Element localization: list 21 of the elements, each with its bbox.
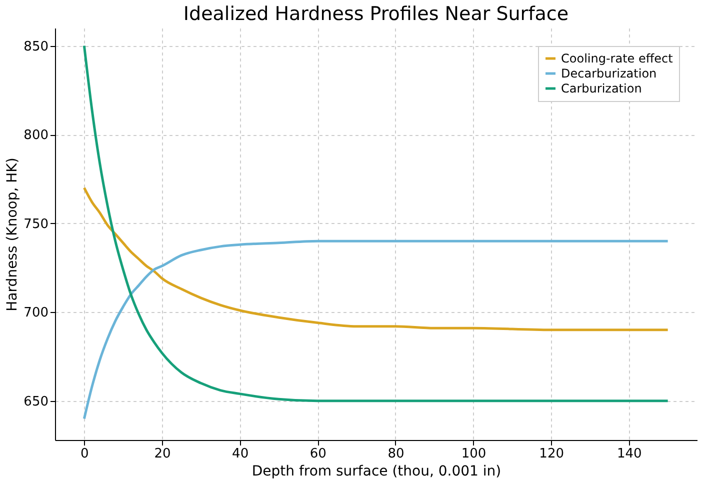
y-tick-label: 700: [24, 306, 48, 321]
legend-label: Cooling-rate effect: [561, 52, 674, 66]
chart-title: Idealized Hardness Profiles Near Surface: [183, 3, 569, 25]
y-tick-label: 850: [24, 39, 48, 54]
line-series: [82, 186, 670, 332]
y-axis-title: Hardness (Knoop, HK): [4, 158, 21, 312]
x-tick-label: 100: [461, 446, 486, 462]
y-tick-label: 750: [24, 216, 48, 232]
x-tick-label: 120: [539, 446, 564, 462]
x-tick-label: 40: [232, 446, 249, 462]
line-series: [82, 240, 670, 420]
x-tick-label: 80: [388, 446, 404, 462]
y-tick-label: 800: [24, 128, 48, 144]
legend-label: Decarburization: [561, 66, 657, 80]
legend-label: Carburization: [561, 82, 642, 96]
x-tick-label: 140: [616, 446, 642, 462]
x-tick-label: 20: [154, 446, 171, 462]
x-tick-label: 60: [310, 446, 326, 462]
x-tick-label: 0: [80, 446, 89, 462]
x-axis-title: Depth from surface (thou, 0.001 in): [252, 464, 502, 480]
y-tick-label: 650: [24, 394, 48, 410]
